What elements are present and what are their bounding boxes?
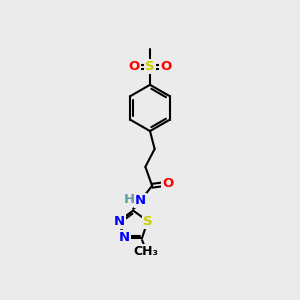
- Text: O: O: [162, 177, 173, 190]
- Text: S: S: [143, 214, 152, 227]
- Text: CH₃: CH₃: [134, 245, 159, 258]
- Text: H: H: [124, 193, 135, 206]
- Text: N: N: [114, 214, 125, 227]
- Text: S: S: [145, 60, 155, 74]
- Text: O: O: [129, 60, 140, 74]
- Text: N: N: [119, 232, 130, 244]
- Text: O: O: [160, 60, 171, 74]
- Text: N: N: [135, 194, 146, 207]
